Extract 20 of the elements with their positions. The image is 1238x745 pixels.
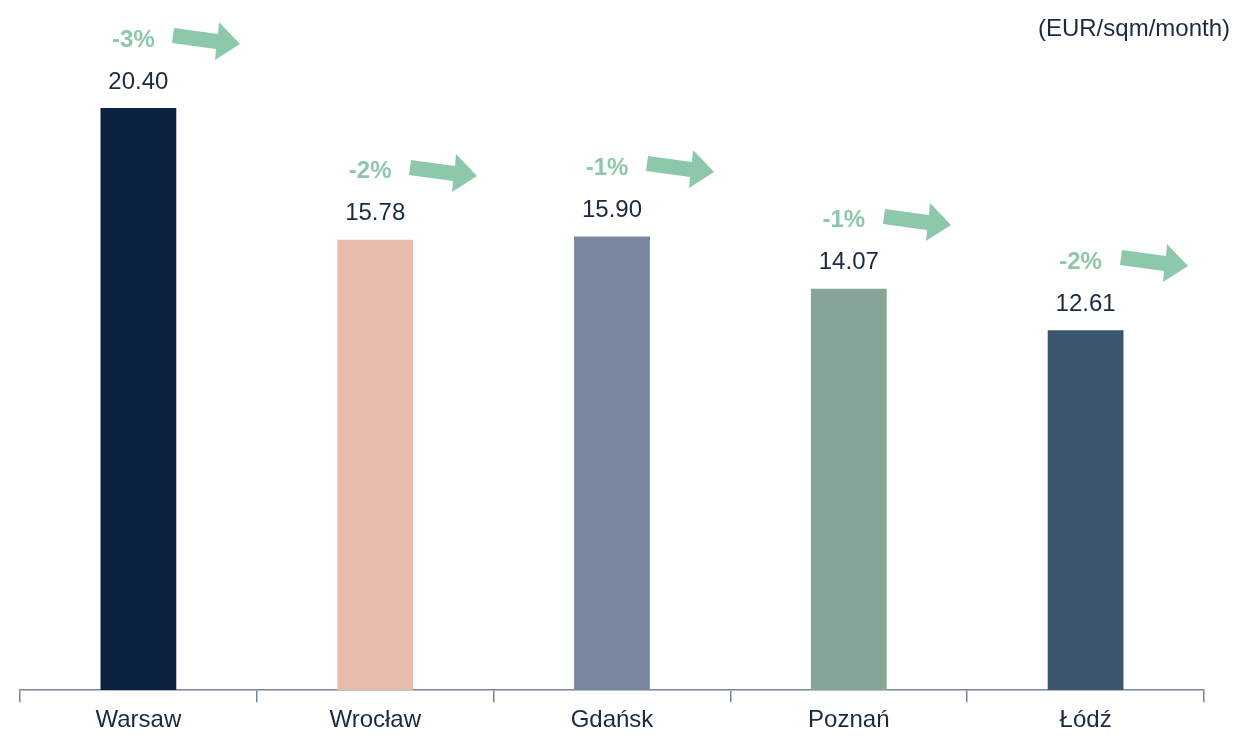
y-axis-title: (EUR/sqm/month) [1037, 14, 1230, 42]
x-tick-label: Gdańsk [570, 705, 655, 733]
data-label: 14.07 [818, 247, 879, 275]
annotation: -1% [822, 205, 866, 233]
annotation: -2% [348, 156, 392, 184]
bar [337, 239, 414, 691]
x-tick-label: Wrocław [329, 705, 422, 733]
data-label: 20.40 [108, 66, 169, 94]
data-label: 15.78 [345, 198, 406, 226]
annotation: -1% [585, 153, 629, 181]
x-tick-label: Warsaw [95, 705, 182, 733]
text: -3% [112, 24, 155, 52]
bar [810, 288, 887, 691]
data-label: 15.90 [581, 195, 643, 223]
bar [100, 108, 177, 691]
data-label: 12.61 [1055, 288, 1116, 316]
x-tick-label: Łódź [1059, 705, 1112, 733]
x-tick-label: Poznań [808, 705, 890, 733]
bar [1047, 330, 1124, 691]
annotation: -2% [1059, 246, 1102, 274]
